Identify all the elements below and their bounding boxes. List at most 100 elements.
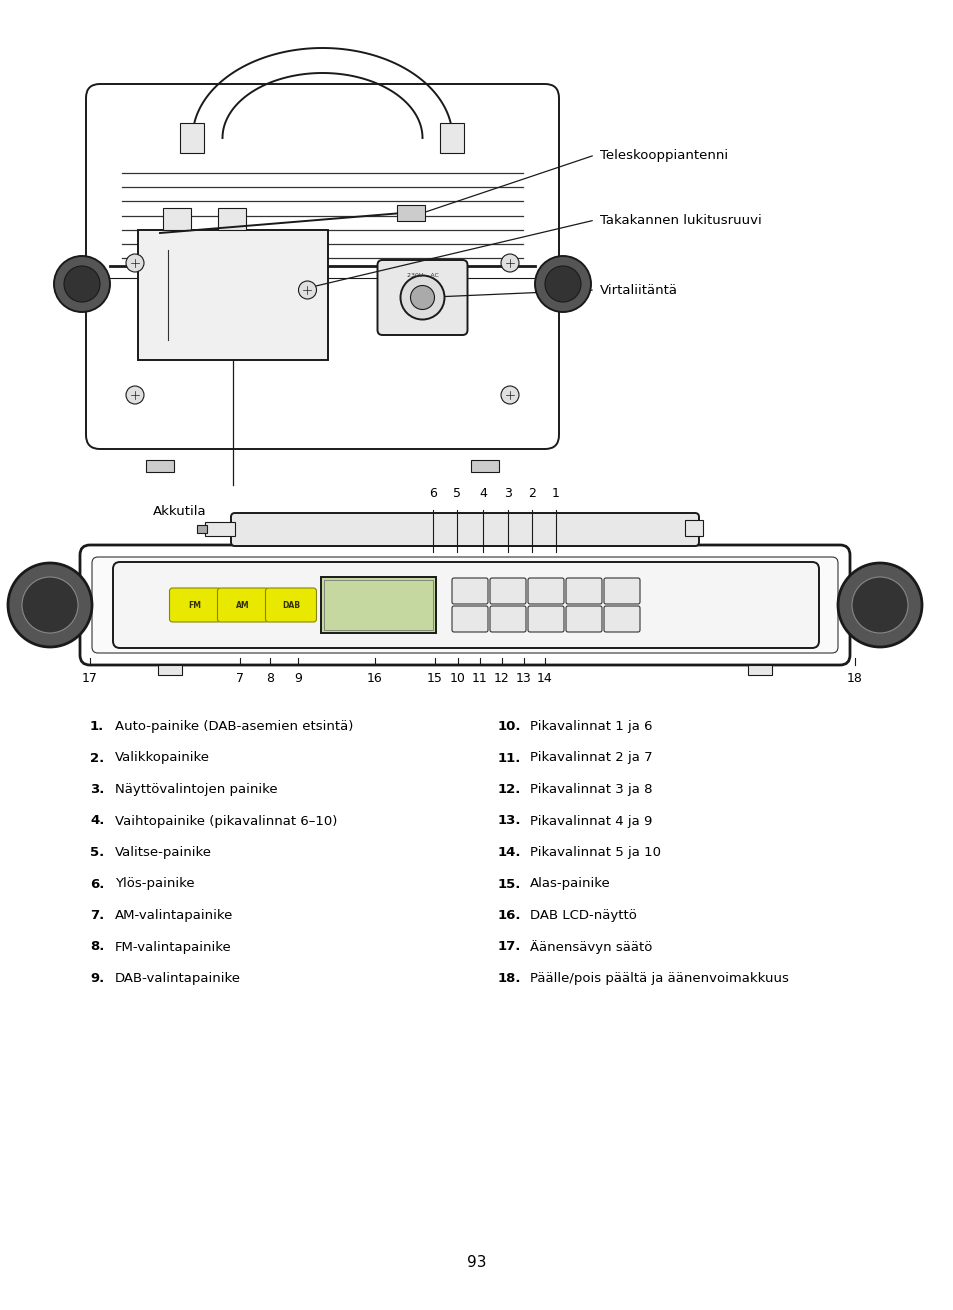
Bar <box>205 521 234 536</box>
Text: 14: 14 <box>537 672 553 685</box>
Text: 6: 6 <box>429 487 436 500</box>
Text: Ylös-painike: Ylös-painike <box>115 878 194 891</box>
FancyBboxPatch shape <box>80 545 849 665</box>
FancyBboxPatch shape <box>527 578 563 604</box>
Bar <box>163 208 191 231</box>
Circle shape <box>544 266 580 303</box>
Text: 8: 8 <box>266 672 274 685</box>
Text: 2: 2 <box>528 487 536 500</box>
Bar <box>158 665 182 675</box>
Circle shape <box>500 386 518 403</box>
Text: Pikavalinnat 1 ja 6: Pikavalinnat 1 ja 6 <box>530 721 652 734</box>
Text: 18.: 18. <box>497 972 521 985</box>
Text: 16.: 16. <box>497 909 521 922</box>
Bar <box>747 665 771 675</box>
Text: 12: 12 <box>494 672 509 685</box>
Text: 14.: 14. <box>497 846 521 859</box>
Text: 4.: 4. <box>90 815 104 828</box>
Text: DAB: DAB <box>282 600 299 609</box>
Text: Valitse-painike: Valitse-painike <box>115 846 212 859</box>
FancyBboxPatch shape <box>377 259 467 335</box>
Text: 3: 3 <box>503 487 512 500</box>
Text: 230V~ AC: 230V~ AC <box>406 272 438 278</box>
Text: 7.: 7. <box>90 909 104 922</box>
FancyBboxPatch shape <box>490 607 525 631</box>
FancyBboxPatch shape <box>217 588 268 622</box>
Text: 17.: 17. <box>497 941 521 954</box>
Bar <box>471 460 498 472</box>
FancyBboxPatch shape <box>86 84 558 449</box>
Text: 2.: 2. <box>90 752 104 765</box>
Text: 7: 7 <box>235 672 244 685</box>
Text: 1.: 1. <box>90 721 104 734</box>
FancyBboxPatch shape <box>112 562 818 648</box>
Text: 15.: 15. <box>497 878 521 891</box>
Text: Akkutila: Akkutila <box>152 504 207 517</box>
Text: 4: 4 <box>478 487 486 500</box>
Text: Pikavalinnat 5 ja 10: Pikavalinnat 5 ja 10 <box>530 846 660 859</box>
Circle shape <box>126 254 144 272</box>
Circle shape <box>400 275 444 320</box>
Text: DAB LCD-näyttö: DAB LCD-näyttö <box>530 909 637 922</box>
Bar <box>138 231 328 360</box>
Bar <box>180 123 204 153</box>
Text: 93: 93 <box>467 1255 486 1269</box>
FancyBboxPatch shape <box>452 578 488 604</box>
Text: 10.: 10. <box>497 721 521 734</box>
Text: Vaihtopainike (pikavalinnat 6–10): Vaihtopainike (pikavalinnat 6–10) <box>115 815 337 828</box>
Text: AM-valintapainike: AM-valintapainike <box>115 909 233 922</box>
Text: Äänensävyn säätö: Äänensävyn säätö <box>530 941 652 955</box>
Bar <box>397 204 425 221</box>
FancyBboxPatch shape <box>565 578 601 604</box>
Text: 16: 16 <box>367 672 382 685</box>
Circle shape <box>126 386 144 403</box>
Text: 12.: 12. <box>497 783 521 796</box>
Text: 18: 18 <box>846 672 862 685</box>
Circle shape <box>22 576 78 633</box>
Text: FM: FM <box>189 600 201 609</box>
Text: Auto-painike (DAB-asemien etsintä): Auto-painike (DAB-asemien etsintä) <box>115 721 353 734</box>
Text: Valikkopainike: Valikkopainike <box>115 752 210 765</box>
Text: 9: 9 <box>294 672 301 685</box>
Circle shape <box>410 286 434 309</box>
Circle shape <box>64 266 100 303</box>
Circle shape <box>298 282 316 299</box>
Text: 5: 5 <box>453 487 460 500</box>
Text: Pikavalinnat 2 ja 7: Pikavalinnat 2 ja 7 <box>530 752 652 765</box>
Circle shape <box>500 254 518 272</box>
Circle shape <box>54 255 110 312</box>
Circle shape <box>837 563 921 647</box>
Text: 1: 1 <box>552 487 559 500</box>
FancyBboxPatch shape <box>565 607 601 631</box>
Bar <box>324 580 433 630</box>
Text: FM-valintapainike: FM-valintapainike <box>115 941 232 954</box>
FancyBboxPatch shape <box>452 607 488 631</box>
Text: 6.: 6. <box>90 878 104 891</box>
Text: Näyttövalintojen painike: Näyttövalintojen painike <box>115 783 277 796</box>
Bar <box>218 208 246 231</box>
Text: Alas-painike: Alas-painike <box>530 878 610 891</box>
FancyBboxPatch shape <box>603 607 639 631</box>
FancyBboxPatch shape <box>527 607 563 631</box>
Text: AM: AM <box>236 600 250 609</box>
Bar <box>320 576 436 633</box>
Text: Takakannen lukitusruuvi: Takakannen lukitusruuvi <box>599 214 760 227</box>
FancyBboxPatch shape <box>490 578 525 604</box>
Bar <box>440 123 464 153</box>
Text: 9.: 9. <box>90 972 104 985</box>
Text: Pikavalinnat 4 ja 9: Pikavalinnat 4 ja 9 <box>530 815 652 828</box>
Text: 11.: 11. <box>497 752 521 765</box>
Circle shape <box>8 563 91 647</box>
Text: 5.: 5. <box>90 846 104 859</box>
Text: Päälle/pois päältä ja äänenvoimakkuus: Päälle/pois päältä ja äänenvoimakkuus <box>530 972 788 985</box>
Text: Virtaliitäntä: Virtaliitäntä <box>599 283 678 296</box>
Text: 17: 17 <box>82 672 98 685</box>
Text: 11: 11 <box>472 672 487 685</box>
Text: 15: 15 <box>427 672 442 685</box>
Text: 10: 10 <box>450 672 465 685</box>
Text: 13.: 13. <box>497 815 521 828</box>
FancyBboxPatch shape <box>603 578 639 604</box>
Text: DAB-valintapainike: DAB-valintapainike <box>115 972 241 985</box>
FancyBboxPatch shape <box>91 557 837 652</box>
Circle shape <box>851 576 907 633</box>
